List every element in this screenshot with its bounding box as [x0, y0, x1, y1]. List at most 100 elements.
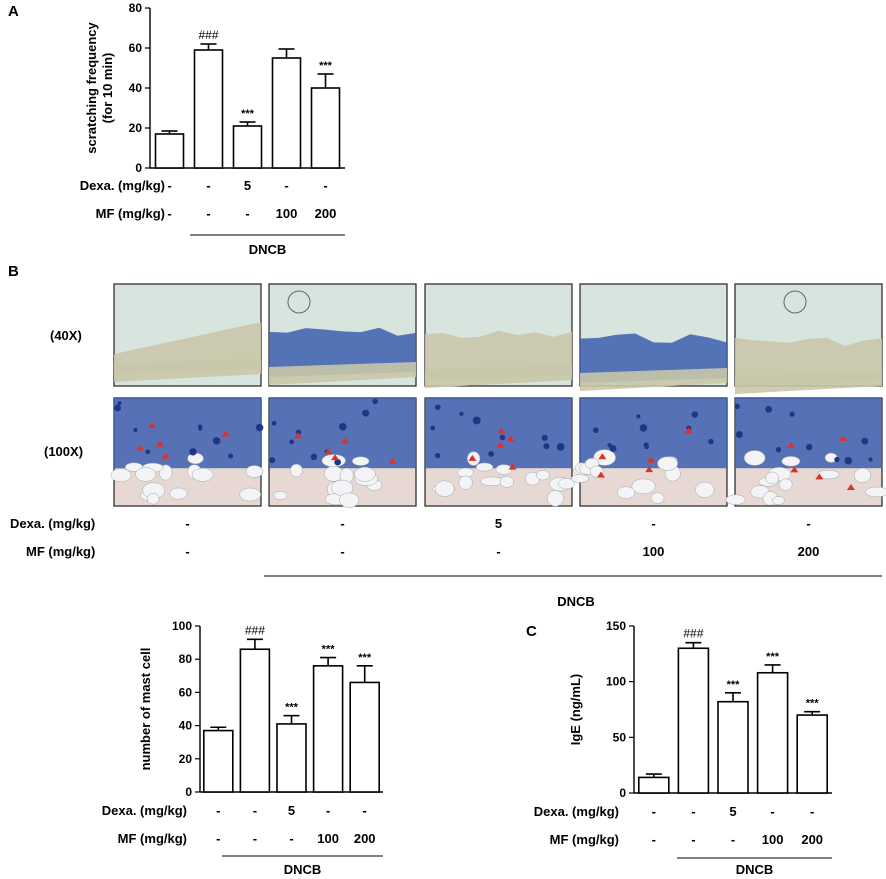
- treatment-value: 5: [729, 804, 736, 819]
- treatment-value: -: [691, 804, 695, 819]
- y-tick-label: 20: [129, 121, 143, 135]
- bar: [717, 700, 749, 794]
- histo-treatment-value: -: [806, 516, 810, 531]
- treatment-value: -: [216, 803, 220, 818]
- significance-label: ###: [198, 28, 218, 42]
- y-tick-label: 20: [179, 752, 193, 766]
- y-tick-label: 80: [179, 652, 193, 666]
- y-tick-label: 40: [129, 81, 143, 95]
- histology-image: [268, 283, 417, 387]
- treatment-value: -: [245, 206, 249, 221]
- bar: [796, 714, 829, 794]
- treatment-value: 5: [244, 178, 251, 193]
- histo-row-label-dexa: Dexa. (mg/kg): [10, 516, 95, 531]
- treatment-row-label: MF (mg/kg): [550, 832, 619, 847]
- histo-treatment-value: 200: [798, 544, 820, 559]
- treatment-value: -: [652, 832, 656, 847]
- treatment-row-label: MF (mg/kg): [96, 206, 165, 221]
- mag-label-40x: (40X): [50, 328, 82, 343]
- y-tick-label: 0: [135, 161, 142, 175]
- group-label: DNCB: [736, 862, 774, 877]
- significance-label: ***: [319, 60, 333, 72]
- significance-label: ***: [766, 651, 780, 663]
- significance-label: ***: [241, 108, 255, 120]
- histo-treatment-value: -: [340, 544, 344, 559]
- histology-image: [268, 397, 417, 508]
- treatment-value: -: [363, 803, 367, 818]
- chart-c-ige: 0 50 100 150 IgE (ng/mL) ### *** *** *** Dexa. (m…: [534, 619, 832, 877]
- treatment-value: 200: [801, 832, 823, 847]
- chart-a: 0 20 40 60 80 scratching frequency(for 10 min…: [80, 1, 345, 257]
- significance-label: ***: [322, 644, 336, 656]
- treatment-value: -: [216, 831, 220, 846]
- histology-image: [734, 283, 883, 394]
- bar: [756, 671, 789, 794]
- bar: [271, 57, 302, 169]
- treatment-value: -: [167, 178, 171, 193]
- treatment-value: -: [167, 206, 171, 221]
- bar: [239, 648, 271, 793]
- histo-treatment-value: -: [651, 516, 655, 531]
- treatment-value: -: [253, 803, 257, 818]
- y-tick-label: 0: [185, 785, 192, 799]
- y-tick-label: 40: [179, 719, 193, 733]
- bar: [232, 125, 263, 169]
- treatment-value: 200: [354, 831, 376, 846]
- bar: [310, 87, 341, 169]
- treatment-value: -: [323, 178, 327, 193]
- mag-label-100x: (100X): [44, 444, 83, 459]
- treatment-value: 200: [315, 206, 337, 221]
- panel-label-b: B: [8, 263, 19, 280]
- bar: [276, 723, 307, 793]
- treatment-row-label: Dexa. (mg/kg): [102, 803, 187, 818]
- panel-label-a: A: [8, 3, 19, 20]
- bar: [349, 681, 381, 793]
- histo-dncb-label: DNCB: [557, 594, 595, 609]
- treatment-value: -: [691, 832, 695, 847]
- histology-treatment-values: - - 5 - - - - - 100 200: [185, 516, 819, 559]
- group-label: DNCB: [284, 862, 322, 877]
- y-tick-label: 50: [613, 730, 627, 744]
- y-tick-label: 150: [606, 619, 626, 633]
- treatment-value: -: [206, 178, 210, 193]
- histology-panel: [110, 283, 886, 508]
- histology-image: [424, 283, 573, 388]
- histology-image: [579, 283, 728, 391]
- treatment-value: -: [289, 831, 293, 846]
- histology-image: [110, 397, 264, 507]
- significance-label: ###: [245, 623, 265, 637]
- y-tick-label: 60: [129, 41, 143, 55]
- histology-image: [725, 397, 886, 507]
- histo-treatment-value: 100: [643, 544, 665, 559]
- treatment-value: 5: [288, 803, 295, 818]
- treatment-value: 100: [276, 206, 298, 221]
- treatment-value: -: [770, 804, 774, 819]
- significance-label: ***: [806, 698, 820, 710]
- significance-label: ###: [683, 627, 703, 641]
- y-tick-label: 0: [619, 786, 626, 800]
- significance-label: ***: [358, 652, 372, 664]
- histo-row-label-mf: MF (mg/kg): [26, 544, 95, 559]
- y-tick-label: 100: [172, 619, 192, 633]
- histology-image: [113, 283, 262, 387]
- bar: [154, 133, 185, 169]
- treatment-value: -: [284, 178, 288, 193]
- histology-image: [571, 397, 728, 507]
- chart-b-mast-cell: 0 20 40 60 80 100 number of mast cell ### *** ***…: [102, 619, 383, 877]
- y-tick-label: 60: [179, 685, 193, 699]
- treatment-value: -: [253, 831, 257, 846]
- histo-treatment-value: -: [496, 544, 500, 559]
- significance-label: ***: [285, 702, 299, 714]
- y-tick-label: 100: [606, 675, 626, 689]
- treatment-value: -: [731, 832, 735, 847]
- histology-image: [424, 397, 575, 507]
- histo-treatment-value: -: [185, 516, 189, 531]
- bar: [193, 49, 224, 169]
- treatment-value: -: [652, 804, 656, 819]
- histo-treatment-value: 5: [495, 516, 502, 531]
- y-axis-label: scratching frequency(for 10 min): [84, 21, 115, 153]
- bar: [203, 729, 234, 793]
- panel-label-c: C: [526, 623, 537, 640]
- treatment-row-label: MF (mg/kg): [118, 831, 187, 846]
